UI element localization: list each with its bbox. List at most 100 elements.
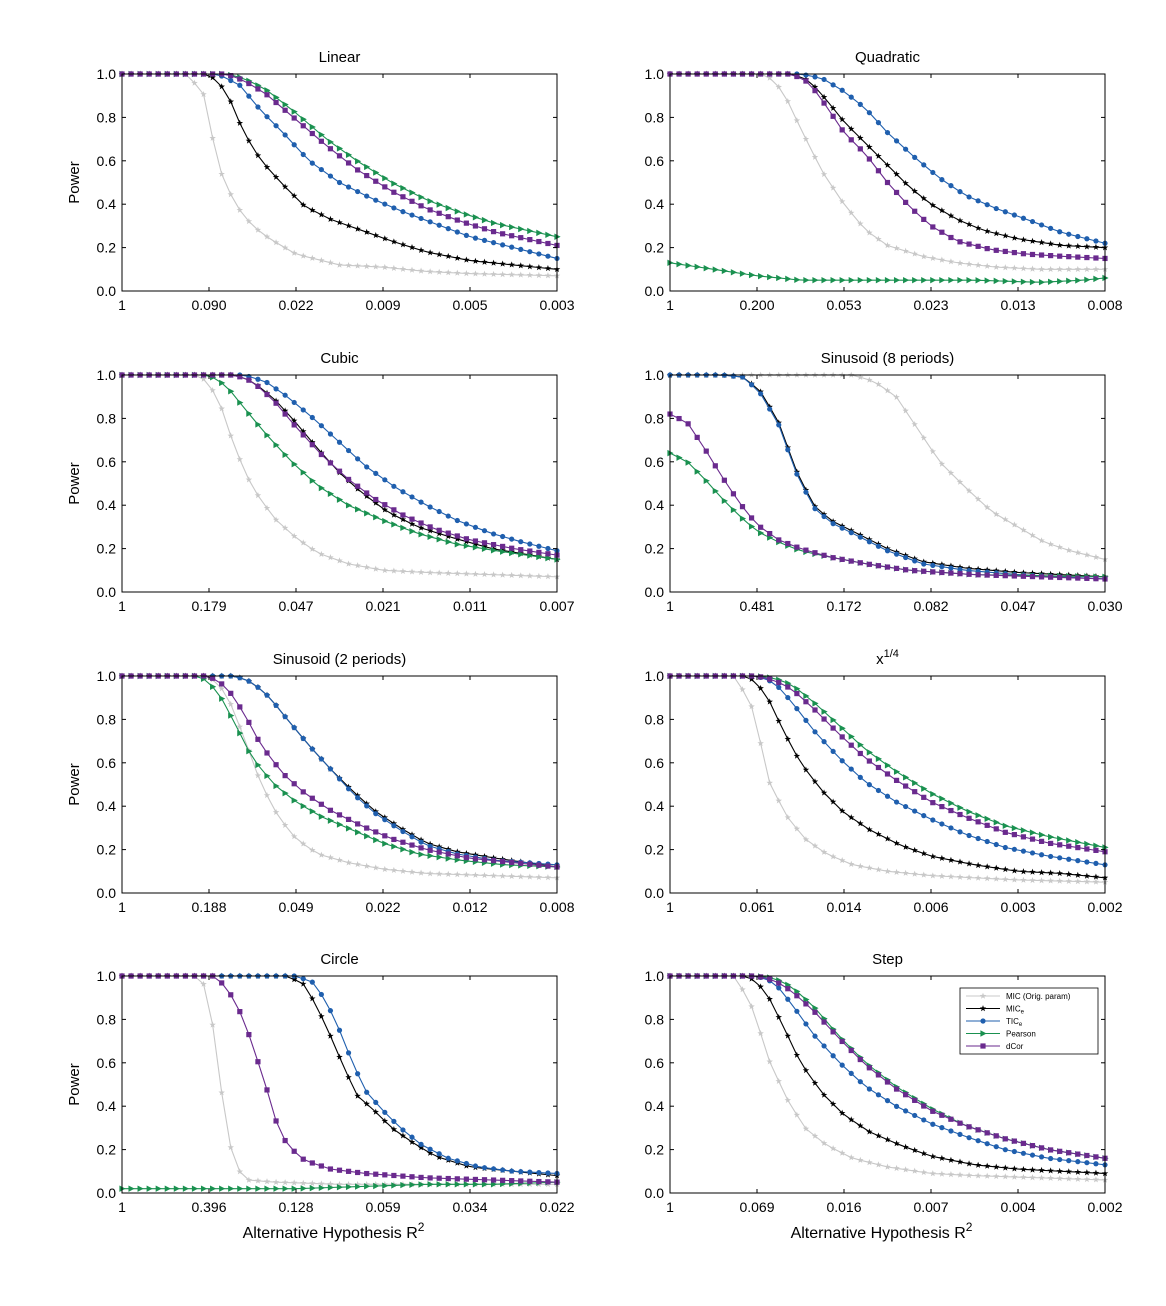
data-point [309, 795, 315, 801]
data-point [544, 573, 552, 580]
data-point [767, 676, 773, 682]
data-point [246, 1185, 253, 1192]
data-point [245, 137, 253, 144]
data-point [1038, 1174, 1045, 1181]
x-tick-label: 0.128 [278, 1199, 313, 1215]
data-point [255, 684, 261, 690]
data-point [318, 451, 324, 458]
panel-title: Sinusoid (2 periods) [273, 651, 406, 668]
data-point [309, 206, 316, 213]
data-point [921, 813, 927, 819]
data-point [218, 405, 225, 412]
data-point [1093, 847, 1099, 853]
data-point [839, 87, 845, 93]
data-point [848, 733, 855, 740]
data-point [255, 86, 261, 92]
data-point [200, 90, 207, 98]
data-point [1020, 876, 1027, 883]
y-tick-label: 0.8 [97, 1011, 117, 1027]
data-point [400, 512, 406, 518]
data-point [1083, 872, 1091, 879]
data-point [1084, 276, 1091, 283]
data-point [490, 1181, 498, 1188]
data-point [875, 755, 883, 763]
y-tick-label: 0.2 [645, 842, 665, 858]
data-point [776, 980, 782, 986]
data-point [364, 193, 370, 199]
data-point [391, 507, 397, 513]
data-point [848, 860, 855, 867]
data-point [300, 802, 307, 810]
data-point [345, 222, 352, 229]
data-point [409, 1174, 415, 1180]
data-point [336, 1167, 343, 1173]
data-point [408, 520, 416, 527]
data-point [418, 851, 425, 858]
series-pearson [119, 672, 561, 871]
data-point [282, 714, 288, 720]
plot-frame [121, 975, 558, 1194]
y-tick-label: 0.0 [645, 283, 665, 299]
data-point [866, 229, 873, 236]
data-point [1056, 241, 1063, 248]
legend-marker [980, 1043, 986, 1049]
data-point [758, 524, 764, 530]
data-point [839, 758, 845, 764]
series-line [122, 374, 558, 560]
data-point [812, 74, 818, 80]
data-point [767, 976, 773, 982]
data-point [676, 454, 683, 461]
data-point [290, 833, 298, 840]
y-tick-label: 0.0 [97, 584, 117, 600]
data-point [721, 477, 727, 483]
data-point [983, 1162, 991, 1169]
data-point [966, 276, 973, 284]
data-point [893, 799, 900, 805]
data-point [1029, 573, 1036, 580]
data-point [545, 240, 551, 247]
data-point [355, 821, 361, 827]
data-point [839, 127, 845, 133]
data-point [327, 554, 334, 561]
data-point [345, 160, 352, 166]
data-point [518, 551, 525, 558]
data-point [336, 261, 343, 268]
data-point [966, 832, 972, 839]
data-point [884, 762, 892, 769]
data-point [518, 235, 524, 241]
data-point [472, 1163, 479, 1169]
data-point [1011, 249, 1017, 256]
data-point [1093, 842, 1100, 849]
data-point [1011, 521, 1018, 528]
y-tick-label: 0.0 [645, 1185, 665, 1201]
data-point [1056, 1167, 1063, 1174]
data-point [200, 980, 207, 987]
data-point [712, 487, 719, 495]
x-tick-label: 0.009 [365, 297, 400, 313]
data-point [435, 1153, 443, 1161]
x-tick-label: 0.021 [365, 598, 400, 614]
data-point [884, 276, 892, 284]
data-point [436, 201, 443, 208]
data-point [1075, 233, 1081, 240]
data-point [364, 1170, 370, 1177]
data-point [1065, 242, 1072, 249]
data-point [975, 835, 981, 842]
data-point [893, 138, 900, 144]
data-point [857, 276, 864, 284]
data-point [490, 229, 497, 235]
data-point [748, 523, 756, 530]
data-point [793, 752, 801, 759]
data-point [929, 448, 937, 455]
y-tick-label: 0.6 [97, 755, 117, 771]
data-point [776, 985, 782, 991]
data-point [309, 846, 316, 853]
data-point [1047, 1167, 1054, 1174]
data-point [974, 261, 982, 268]
data-point [309, 123, 316, 131]
data-point [974, 861, 982, 869]
data-point [1065, 870, 1072, 877]
data-point [1066, 837, 1073, 844]
data-point [545, 231, 552, 239]
data-point [1011, 264, 1018, 271]
